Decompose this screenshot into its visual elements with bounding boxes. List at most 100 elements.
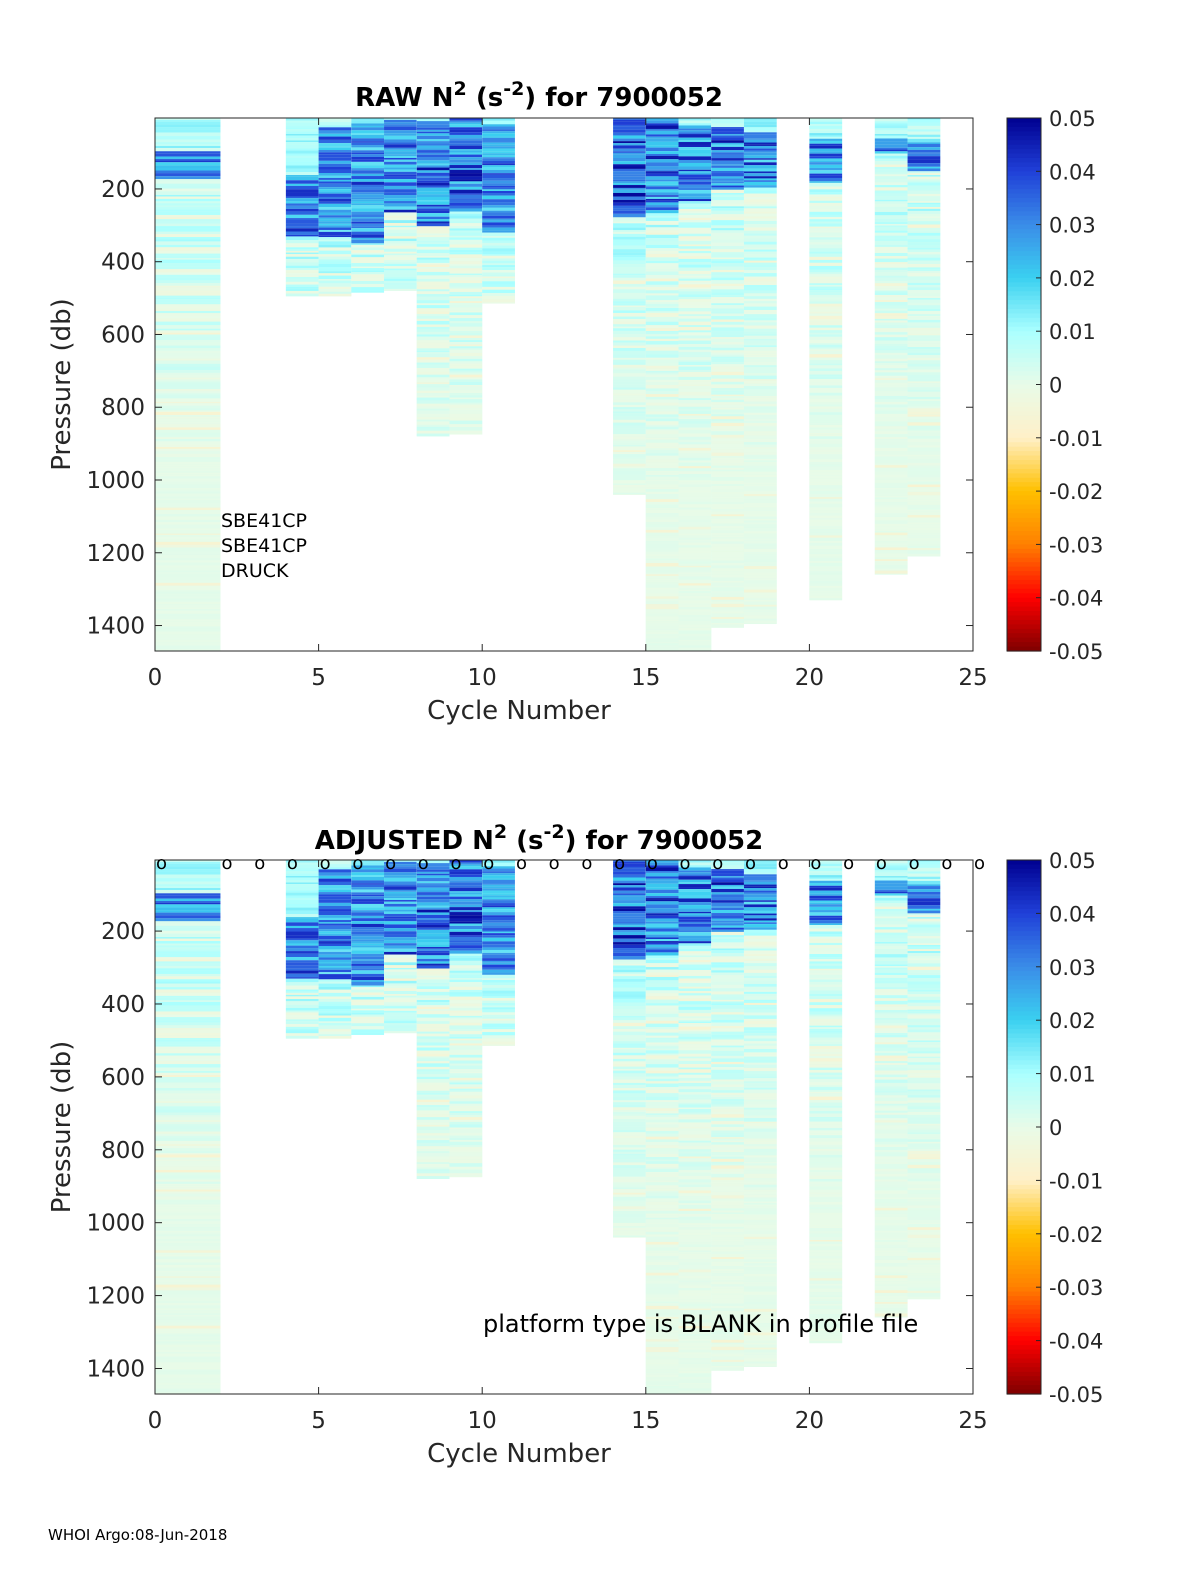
heatmap-cell — [711, 1081, 744, 1085]
heatmap-cell — [449, 199, 483, 203]
heatmap-cell — [645, 384, 679, 389]
heatmap-cell — [678, 1235, 712, 1240]
heatmap-cell — [809, 1278, 843, 1281]
heatmap-cell — [155, 1035, 221, 1039]
heatmap-cell — [416, 968, 450, 972]
heatmap-cell — [449, 1073, 483, 1076]
heatmap-cell — [285, 953, 319, 958]
heatmap-cell — [874, 897, 908, 901]
heatmap-cell — [711, 390, 744, 393]
heatmap-cell — [678, 142, 712, 145]
colorbar-segment — [1007, 553, 1041, 559]
heatmap-cell — [645, 494, 679, 497]
heatmap-cell — [874, 1146, 908, 1150]
heatmap-cell — [155, 370, 221, 373]
heatmap-cell — [416, 364, 450, 368]
heatmap-cell — [809, 1048, 843, 1053]
heatmap-cell — [645, 1122, 679, 1125]
heatmap-cell — [711, 910, 744, 914]
heatmap-cell — [907, 1053, 941, 1057]
heatmap-cell — [874, 141, 908, 145]
heatmap-cell — [809, 365, 843, 369]
colorbar-segment — [1007, 277, 1041, 283]
heatmap-cell — [645, 1100, 679, 1103]
heatmap-cell — [155, 1310, 221, 1314]
heatmap-cell — [155, 941, 221, 944]
heatmap-cell — [907, 1213, 941, 1218]
heatmap-cell — [743, 1358, 777, 1362]
heatmap-cell — [155, 938, 221, 942]
heatmap-cell — [743, 399, 777, 402]
heatmap-cell — [907, 996, 941, 1000]
heatmap-cell — [678, 408, 712, 412]
heatmap-cell — [318, 963, 352, 967]
heatmap-cell — [645, 522, 679, 525]
heatmap-cell — [907, 918, 941, 922]
heatmap-cell — [743, 611, 777, 616]
heatmap-cell — [907, 285, 941, 288]
heatmap-cell — [351, 884, 385, 888]
heatmap-cell — [907, 235, 941, 240]
heatmap-cell — [351, 168, 385, 171]
heatmap-cell — [645, 1213, 679, 1216]
heatmap-cell — [482, 954, 515, 959]
heatmap-cell — [809, 162, 843, 165]
heatmap-cell — [613, 181, 646, 184]
heatmap-cell — [874, 161, 908, 165]
heatmap-cell — [743, 471, 777, 475]
heatmap-cell — [645, 181, 679, 185]
heatmap-cell — [155, 1215, 221, 1218]
heatmap-cell — [645, 1336, 679, 1340]
heatmap-cell — [449, 338, 483, 341]
heatmap-cell — [907, 271, 941, 273]
heatmap-cell — [743, 247, 777, 250]
heatmap-cell — [645, 1312, 679, 1316]
heatmap-cell — [809, 1016, 843, 1019]
heatmap-cell — [809, 906, 843, 911]
heatmap-cell — [318, 179, 352, 182]
heatmap-cell — [645, 449, 679, 454]
heatmap-cell — [874, 1053, 908, 1056]
heatmap-cell — [711, 1226, 744, 1229]
heatmap-cell — [743, 592, 777, 596]
heatmap-cell — [155, 992, 221, 996]
heatmap-cell — [449, 982, 483, 985]
heatmap-cell — [155, 1189, 221, 1192]
heatmap-cell — [743, 1165, 777, 1169]
heatmap-cell — [449, 1119, 483, 1122]
heatmap-cell — [678, 279, 712, 281]
heatmap-cell — [874, 1199, 908, 1203]
heatmap-cell — [155, 572, 221, 574]
heatmap-cell — [809, 1091, 843, 1094]
colorbar-segment — [1007, 184, 1041, 190]
heatmap-cell — [743, 227, 777, 231]
heatmap-cell — [155, 1166, 221, 1170]
heatmap-cell — [285, 175, 319, 177]
heatmap-cell — [678, 444, 712, 448]
heatmap-cell — [809, 1018, 843, 1023]
heatmap-cell — [449, 1175, 483, 1178]
heatmap-cell — [155, 1300, 221, 1304]
heatmap-cell — [645, 1145, 679, 1149]
heatmap-cell — [678, 639, 712, 642]
heatmap-cell — [809, 177, 843, 182]
heatmap-cell — [809, 244, 843, 249]
heatmap-cell — [874, 497, 908, 500]
heatmap-cell — [743, 187, 777, 191]
heatmap-cell — [809, 1271, 843, 1276]
colorbar-segment — [1007, 535, 1041, 541]
heatmap-cell — [285, 968, 319, 971]
heatmap-cell — [155, 488, 221, 490]
heatmap-cell — [613, 1115, 646, 1120]
heatmap-cell — [907, 1134, 941, 1138]
heatmap-cell — [711, 530, 744, 533]
heatmap-cell — [809, 1157, 843, 1161]
heatmap-cell — [285, 270, 319, 273]
heatmap-cell — [809, 441, 843, 444]
heatmap-cell — [384, 1015, 417, 1020]
colorbar-segment — [1007, 562, 1041, 568]
heatmap-cell — [678, 1376, 712, 1380]
heatmap-cell — [809, 522, 843, 527]
heatmap-cell — [711, 221, 744, 226]
heatmap-cell — [809, 1196, 843, 1199]
